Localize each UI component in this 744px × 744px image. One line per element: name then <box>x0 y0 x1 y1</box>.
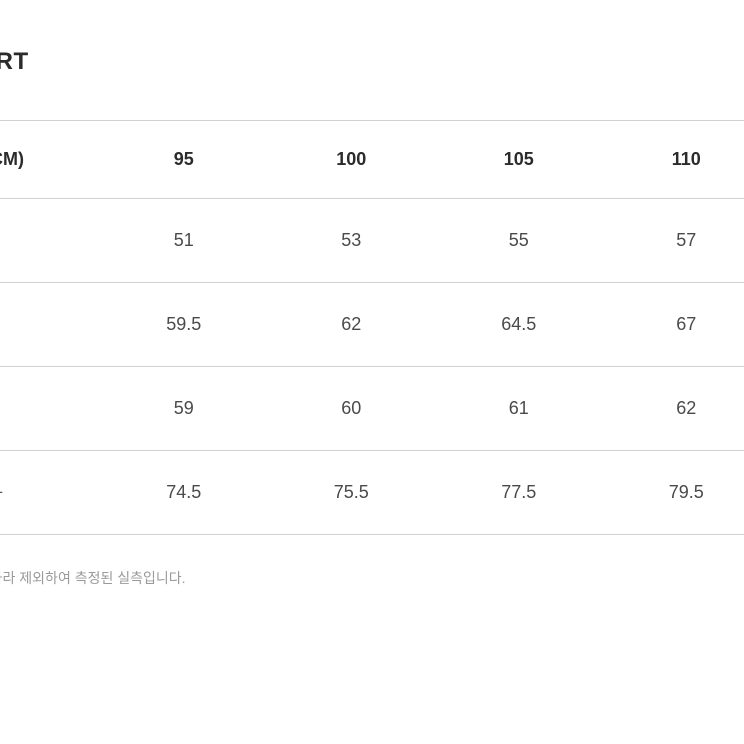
header-label: CM) <box>0 121 100 199</box>
chart-title: HART <box>0 48 29 76</box>
table-cell: 62 <box>603 367 744 451</box>
row-label: ㅣ <box>0 199 100 283</box>
row-label: ㅣ <box>0 283 100 367</box>
table-cell: 55 <box>435 199 603 283</box>
table-cell: 57 <box>603 199 744 283</box>
table-cell: 61 <box>435 367 603 451</box>
table-row: ㅣ 51 53 55 57 <box>0 199 744 283</box>
table-header-row: CM) 95 100 105 110 <box>0 121 744 199</box>
table-cell: 51 <box>100 199 268 283</box>
table-cell: 53 <box>268 199 436 283</box>
header-cell: 110 <box>603 121 744 199</box>
row-label <box>0 367 100 451</box>
table-cell: 75.5 <box>268 451 436 535</box>
table-cell: 60 <box>268 367 436 451</box>
row-label: ㅏ <box>0 451 100 535</box>
table-cell: 62 <box>268 283 436 367</box>
table-row: 59 60 61 62 <box>0 367 744 451</box>
table-cell: 59.5 <box>100 283 268 367</box>
table-cell: 64.5 <box>435 283 603 367</box>
size-chart-table: CM) 95 100 105 110 ㅣ 51 53 55 57 ㅣ 59.5 … <box>0 120 744 535</box>
table-cell: 79.5 <box>603 451 744 535</box>
table-cell: 74.5 <box>100 451 268 535</box>
measurement-footnote: ㅣ장 카라 제외하여 측정된 실측입니다. <box>0 568 186 588</box>
table-cell: 59 <box>100 367 268 451</box>
header-cell: 100 <box>268 121 436 199</box>
header-cell: 95 <box>100 121 268 199</box>
table-cell: 67 <box>603 283 744 367</box>
table-cell: 77.5 <box>435 451 603 535</box>
table-row: ㅏ 74.5 75.5 77.5 79.5 <box>0 451 744 535</box>
table-row: ㅣ 59.5 62 64.5 67 <box>0 283 744 367</box>
header-cell: 105 <box>435 121 603 199</box>
